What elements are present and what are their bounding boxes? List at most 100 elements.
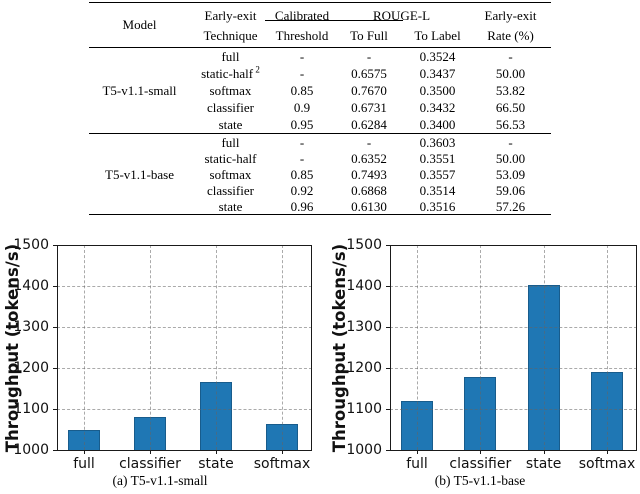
rate-cell: 50.00 xyxy=(495,66,526,81)
y-gridline xyxy=(57,286,312,287)
plot-frame xyxy=(57,245,312,451)
early-exit-results-table: Model Early-exit Calibrated ROUGE-L Earl… xyxy=(89,2,552,215)
x-tick-mark xyxy=(282,450,283,454)
x-gridline xyxy=(417,245,418,450)
threshold-cell: 0.9 xyxy=(293,100,311,115)
y-tick-label: 1200 xyxy=(346,360,382,376)
y-tick-label: 1100 xyxy=(346,401,382,417)
y-tick-label: 1300 xyxy=(13,319,49,335)
y-gridline xyxy=(390,409,637,410)
table-section-small: T5-v1.1-small full - - 0.3524 - static-half 2 -… xyxy=(89,48,552,134)
x-tick-label: full xyxy=(73,456,95,472)
rate-cell: - xyxy=(508,49,513,64)
y-tick-mark xyxy=(53,245,57,246)
table-row: static-half - 0.6352 0.3551 50.00 xyxy=(89,150,551,166)
header-rate-line1: Early-exit xyxy=(484,8,537,23)
y-tick-mark xyxy=(53,327,57,328)
technique-cell: classifier xyxy=(207,100,254,115)
table-row: state 0.95 0.6284 0.3400 56.53 xyxy=(89,116,551,134)
header-cmidrule xyxy=(265,20,403,21)
x-tick-mark xyxy=(150,450,151,454)
technique-cell: static-half xyxy=(204,150,257,166)
footnote-marker: 2 xyxy=(253,64,260,75)
y-tick-mark xyxy=(53,409,57,410)
header-to-full: To Full xyxy=(350,28,388,43)
x-tick-mark xyxy=(543,450,545,454)
x-gridline xyxy=(480,245,482,450)
header-threshold-line1: Calibrated xyxy=(274,8,330,23)
header-technique-line2: Technique xyxy=(203,28,258,43)
to-full-cell: 0.7670 xyxy=(351,83,387,98)
table-section-base: T5-v1.1-base full - -0.3603- static-half -0.6… xyxy=(89,134,552,215)
x-gridline xyxy=(607,245,608,450)
threshold-cell: 0.85 xyxy=(290,166,314,182)
threshold-cell: 0.85 xyxy=(290,83,314,98)
x-tick-label: full xyxy=(406,456,428,472)
to-label-cell: 0.3500 xyxy=(419,83,456,98)
threshold-cell: - xyxy=(299,150,305,166)
y-tick-label: 1300 xyxy=(346,319,382,335)
y-axis-label: Throughput (tokens/s) xyxy=(3,243,22,452)
threshold-cell: 0.92 xyxy=(290,182,314,198)
x-tick-label: state xyxy=(525,456,562,472)
x-tick-label: softmax xyxy=(253,456,311,472)
chart-caption-b: (b) T5-v1.1-base xyxy=(434,473,526,488)
y-gridline xyxy=(390,245,637,246)
y-gridline xyxy=(57,450,312,451)
x-tick-mark xyxy=(417,450,418,454)
to-full-cell: 0.6352 xyxy=(351,150,387,166)
to-label-cell: 0.3551 xyxy=(419,150,456,166)
to-label-cell: 0.3514 xyxy=(419,182,456,198)
table-row: softmax 0.85 0.7670 0.3500 53.82 xyxy=(89,82,551,99)
to-full-cell: - xyxy=(366,49,372,64)
chart-t5-base: (b) T5-v1.1-base Throughput (tokens/s) 10… xyxy=(320,232,640,494)
y-tick-mark xyxy=(386,368,390,369)
threshold-cell: 0.96 xyxy=(290,198,314,214)
y-tick-label: 1000 xyxy=(346,442,382,458)
rate-cell: - xyxy=(508,134,513,150)
to-full-cell: 0.6731 xyxy=(351,100,387,115)
y-gridline xyxy=(390,450,637,451)
to-full-cell: 0.6130 xyxy=(351,198,387,214)
y-tick-label: 1500 xyxy=(13,237,49,253)
technique-cell: full xyxy=(221,49,240,64)
y-tick-mark xyxy=(53,368,57,369)
chart-caption-a: (a) T5-v1.1-small xyxy=(112,473,208,488)
y-tick-mark xyxy=(386,409,390,410)
x-gridline xyxy=(282,245,283,450)
rate-cell: 66.50 xyxy=(495,100,526,115)
y-gridline xyxy=(390,327,637,328)
rate-cell: 56.53 xyxy=(495,117,526,132)
technique-cell: state xyxy=(218,117,243,132)
y-tick-mark xyxy=(53,450,57,451)
technique-cell: static-half 2 xyxy=(201,64,260,81)
model-name-cell: T5-v1.1-small xyxy=(102,83,177,98)
y-tick-mark xyxy=(386,286,390,287)
results-table: Model Early-exit Calibrated ROUGE-L Earl… xyxy=(89,2,552,215)
x-tick-mark xyxy=(607,450,608,454)
y-gridline xyxy=(57,327,312,328)
x-tick-label: state xyxy=(198,456,234,472)
table-row: softmax 0.85 0.7493 0.3557 53.09 xyxy=(89,166,551,182)
header-rouge: ROUGE-L xyxy=(372,8,431,23)
to-full-cell: - xyxy=(366,134,372,150)
chart-t5-small: (a) T5-v1.1-small Throughput (tokens/s) 1… xyxy=(0,232,320,494)
x-gridline xyxy=(84,245,85,450)
header-to-label: To Label xyxy=(414,28,461,43)
rate-cell: 57.26 xyxy=(495,198,526,214)
table-row: classifier 0.9 0.6731 0.3432 66.50 xyxy=(89,99,551,116)
y-gridline xyxy=(57,409,312,410)
y-tick-mark xyxy=(386,245,390,246)
to-full-cell: 0.6575 xyxy=(351,66,387,81)
to-label-cell: 0.3557 xyxy=(419,166,456,182)
y-tick-label: 1000 xyxy=(13,442,49,458)
y-tick-label: 1200 xyxy=(13,360,49,376)
model-name-cell: T5-v1.1-base xyxy=(105,166,174,182)
threshold-cell: - xyxy=(299,134,305,150)
x-gridline xyxy=(216,245,217,450)
y-tick-label: 1500 xyxy=(346,237,382,253)
y-tick-label: 1400 xyxy=(13,278,49,294)
rate-cell: 53.82 xyxy=(495,83,526,98)
y-gridline xyxy=(57,368,312,369)
